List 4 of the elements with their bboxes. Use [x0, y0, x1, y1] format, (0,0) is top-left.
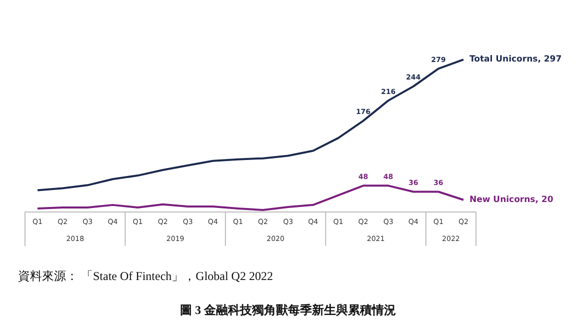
series-label: Total Unicorns, 297: [469, 54, 562, 65]
series-label: New Unicorns, 20: [469, 195, 554, 206]
text: 圖 3 金融科技獨角獸每季新生與累積情況: [179, 302, 397, 319]
source-note: 資料來源： 「State Of Fintech」，Global Q2 2022: [18, 268, 273, 285]
